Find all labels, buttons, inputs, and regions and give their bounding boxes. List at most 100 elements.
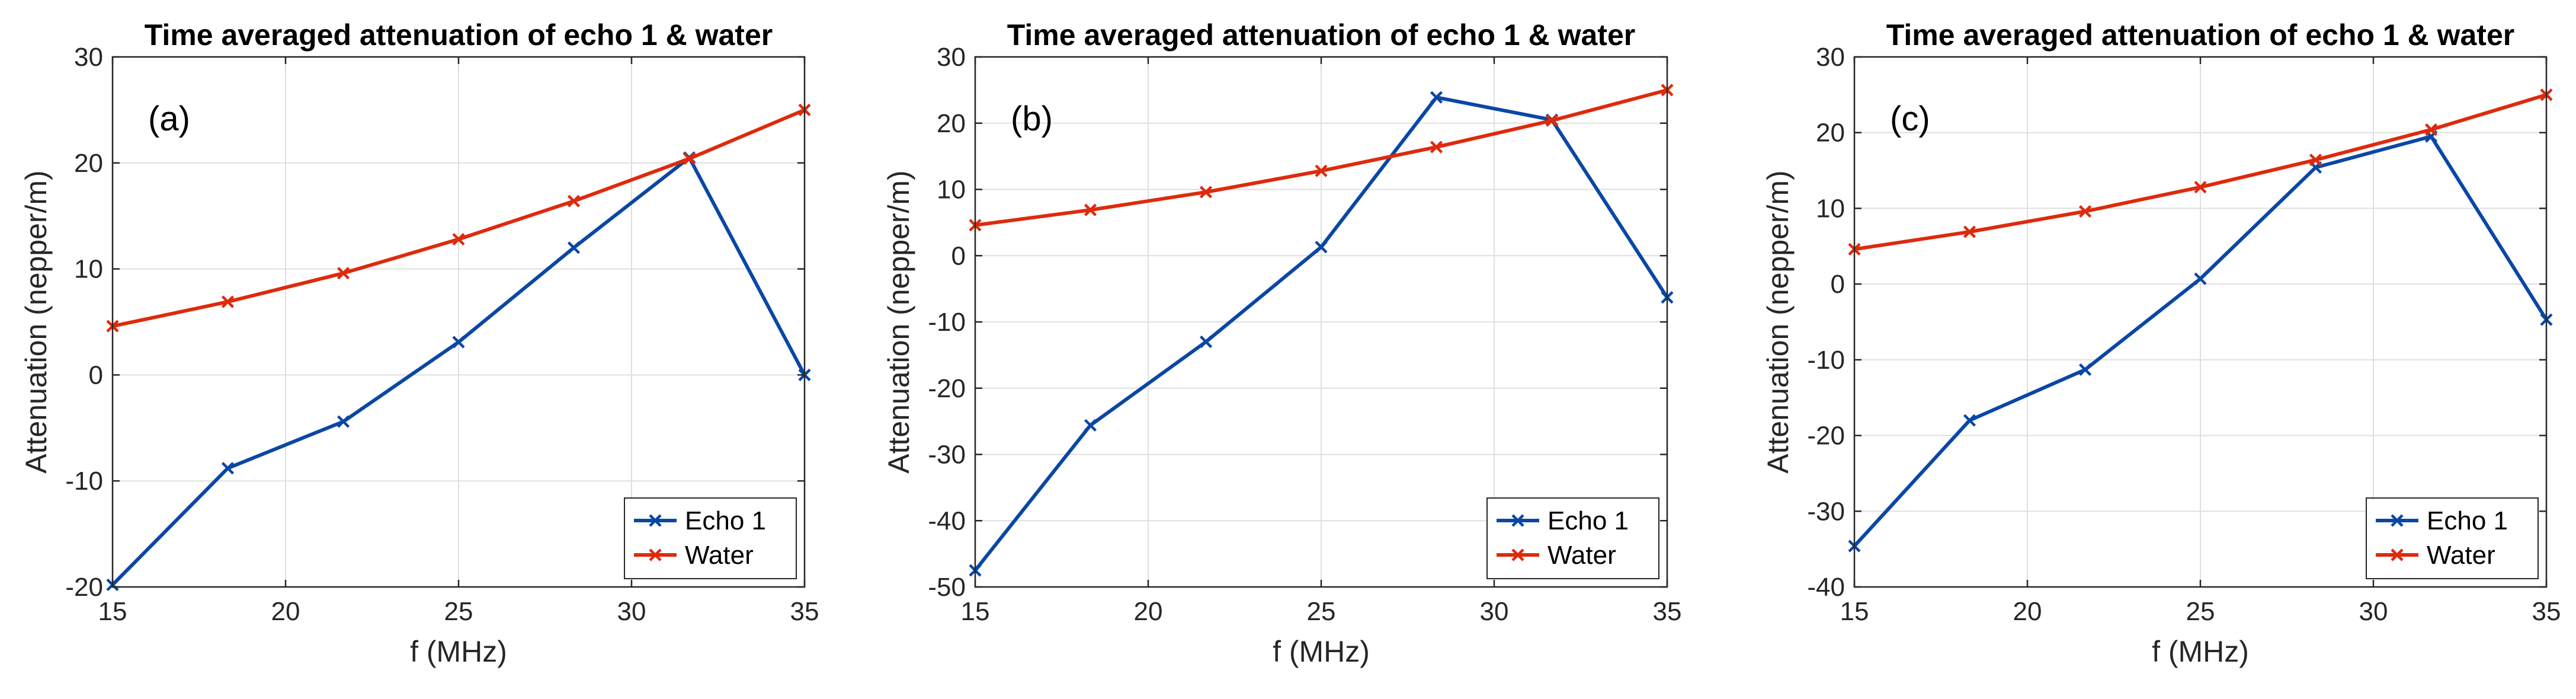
data-point — [1430, 141, 1443, 154]
legend-box — [1486, 497, 1659, 579]
data-point — [221, 462, 235, 475]
x-tick-label: 20 — [2013, 597, 2042, 626]
x-axis-label: f (MHz) — [2152, 635, 2249, 668]
legend-swatch-marker — [1511, 514, 1524, 527]
legend-label: Echo 1 — [2427, 506, 2508, 535]
x-axis-label: f (MHz) — [410, 635, 507, 668]
data-point — [1199, 186, 1213, 199]
x-tick-label: 15 — [1840, 597, 1869, 626]
chart-panel-0: 15 20 25 30 35 -20 -10 0 10 20 30 Time averaged att… — [20, 18, 819, 668]
y-tick-label: -40 — [928, 506, 966, 535]
y-tick-label: 30 — [74, 43, 103, 72]
series-water — [969, 84, 1674, 232]
chart-title: Time averaged attenuation of echo 1 & wa… — [1886, 18, 2514, 52]
legend-label: Echo 1 — [1547, 506, 1629, 535]
data-point — [2424, 123, 2438, 136]
legend: Echo 1 Water — [2366, 497, 2539, 579]
data-point — [452, 232, 465, 246]
data-point — [337, 415, 350, 428]
x-tick-label: 25 — [1307, 597, 1336, 626]
x-tick-label: 25 — [2186, 597, 2215, 626]
legend-swatch-marker — [649, 514, 662, 527]
series-echo-1 — [1848, 130, 2553, 553]
data-point — [1963, 225, 1976, 238]
data-point — [337, 267, 350, 280]
x-tick-label: 30 — [2359, 597, 2388, 626]
y-tick-label: 30 — [937, 43, 966, 72]
data-point — [2194, 272, 2207, 285]
chart-panel-1: 15 20 25 30 35 -50 -40 -30 -20 -10 0 10 20 30 Time ave… — [882, 18, 1681, 668]
y-tick-label: 10 — [937, 175, 966, 205]
legend-entry-water: Water — [634, 541, 754, 570]
data-point — [2078, 363, 2092, 376]
y-tick-label: -20 — [928, 374, 966, 403]
y-axis-label: Attenuation (nepper/m) — [20, 170, 53, 473]
legend-label: Water — [2427, 541, 2495, 570]
y-tick-label: 10 — [74, 255, 103, 284]
y-tick-label: 0 — [1831, 270, 1845, 299]
y-tick-label: -10 — [928, 308, 966, 337]
y-tick-label: 20 — [937, 109, 966, 138]
legend: Echo 1 Water — [624, 497, 797, 579]
y-tick-label: -50 — [928, 573, 966, 602]
y-tick-label: -40 — [1807, 573, 1845, 602]
data-point — [2309, 154, 2322, 167]
x-tick-label: 35 — [790, 597, 819, 626]
y-axis-label: Attenuation (nepper/m) — [1761, 170, 1795, 473]
data-point — [1315, 164, 1328, 177]
legend-box — [624, 497, 797, 579]
data-point — [1084, 203, 1097, 216]
legend-swatch-marker — [1511, 548, 1524, 561]
legend-label: Water — [685, 541, 754, 570]
legend-swatch-marker — [2391, 548, 2404, 561]
data-point — [1430, 91, 1443, 104]
y-tick-label: 0 — [951, 241, 966, 270]
legend-entry-water: Water — [1497, 541, 1616, 570]
x-tick-label: 15 — [961, 597, 990, 626]
data-point — [567, 194, 581, 208]
legend-entry-water: Water — [2376, 541, 2495, 570]
y-tick-label: -10 — [65, 467, 103, 496]
data-point — [1545, 114, 1559, 127]
x-tick-label: 25 — [444, 597, 473, 626]
data-point — [221, 295, 235, 308]
data-point — [1084, 419, 1097, 432]
legend-swatch-marker — [649, 548, 662, 561]
y-tick-label: -30 — [1807, 497, 1845, 526]
x-tick-label: 35 — [2532, 597, 2561, 626]
data-point — [683, 152, 696, 165]
y-tick-label: -30 — [928, 441, 966, 470]
y-tick-label: 20 — [74, 149, 103, 178]
y-tick-label: -10 — [1807, 346, 1845, 375]
x-tick-label: 20 — [1134, 597, 1163, 626]
y-tick-label: -20 — [1807, 422, 1845, 451]
data-point — [1963, 414, 1976, 427]
data-point — [452, 336, 465, 349]
y-tick-label: -20 — [65, 573, 103, 602]
x-tick-label: 30 — [1480, 597, 1509, 626]
data-point — [1199, 335, 1213, 349]
y-tick-label: 30 — [1816, 43, 1845, 72]
legend-entry-echo-1: Echo 1 — [634, 506, 766, 535]
data-point — [2078, 205, 2092, 218]
legend-label: Water — [1547, 541, 1616, 570]
panel-label: (c) — [1890, 100, 1930, 138]
legend: Echo 1 Water — [1486, 497, 1659, 579]
data-point — [2194, 181, 2207, 194]
data-point — [1315, 241, 1328, 254]
panel-label: (a) — [148, 100, 190, 138]
chart-title: Time averaged attenuation of echo 1 & wa… — [1007, 18, 1635, 52]
legend-entry-echo-1: Echo 1 — [1497, 506, 1629, 535]
y-tick-label: 0 — [89, 360, 103, 390]
x-tick-label: 15 — [98, 597, 127, 626]
legend-label: Echo 1 — [685, 506, 766, 535]
chart-panel-2: 15 20 25 30 35 -40 -30 -20 -10 0 10 20 30 Time averag… — [1761, 18, 2561, 668]
x-tick-label: 30 — [617, 597, 646, 626]
x-axis-label: f (MHz) — [1273, 635, 1370, 668]
y-axis-label: Attenuation (nepper/m) — [882, 170, 915, 473]
legend-entry-echo-1: Echo 1 — [2376, 506, 2508, 535]
y-tick-label: 10 — [1816, 194, 1845, 223]
chart-title: Time averaged attenuation of echo 1 & wa… — [145, 18, 773, 52]
